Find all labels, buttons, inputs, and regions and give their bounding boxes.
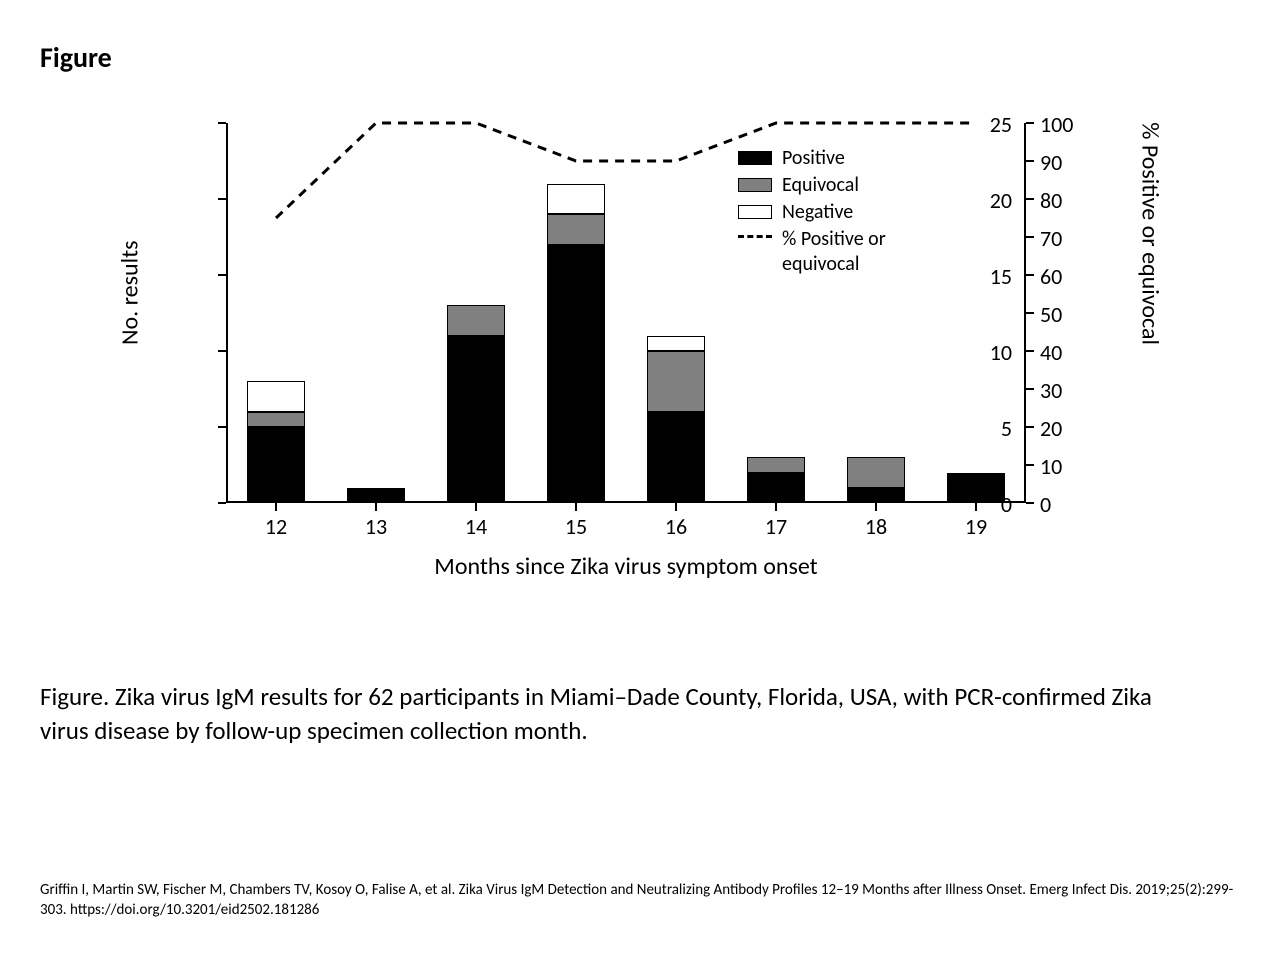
y2-tick	[1026, 502, 1034, 504]
x-tick	[375, 503, 377, 511]
page: Figure No. results % Positive or equivoc…	[0, 0, 1280, 960]
y-tick	[218, 426, 226, 428]
citation: Griffin I, Martin SW, Fischer M, Chamber…	[40, 881, 1240, 920]
y2-tick-label: 20	[1040, 415, 1062, 442]
y2-tick-label: 70	[1040, 225, 1062, 252]
x-tick-label: 13	[365, 513, 387, 540]
bar-seg-negative	[547, 184, 605, 214]
bar-seg-equivocal	[247, 412, 305, 427]
y2-tick-label: 0	[1040, 491, 1051, 518]
y2-tick-label: 80	[1040, 187, 1062, 214]
x-tick-label: 17	[765, 513, 787, 540]
y2-tick	[1026, 160, 1034, 162]
bar-seg-positive	[647, 412, 705, 503]
y2-tick	[1026, 198, 1034, 200]
y-axis-label: No. results	[116, 240, 145, 345]
y2-tick-label: 100	[1040, 111, 1073, 138]
x-tick	[775, 503, 777, 511]
x-tick	[575, 503, 577, 511]
plot-area: Positive Equivocal Negative % Positive o…	[226, 123, 1026, 503]
bar-seg-equivocal	[747, 457, 805, 472]
y2-tick	[1026, 388, 1034, 390]
x-axis	[226, 501, 1026, 503]
bar-seg-positive	[947, 473, 1005, 503]
bar-seg-positive	[847, 488, 905, 503]
bar-group	[347, 123, 405, 503]
x-tick-label: 18	[865, 513, 887, 540]
y-tick	[218, 122, 226, 124]
bar-group	[247, 123, 305, 503]
y2-tick	[1026, 350, 1034, 352]
y2-tick-label: 50	[1040, 301, 1062, 328]
bar-group	[547, 123, 605, 503]
x-tick-label: 12	[265, 513, 287, 540]
bar-seg-equivocal	[847, 457, 905, 487]
y2-tick	[1026, 312, 1034, 314]
y2-tick-label: 90	[1040, 149, 1062, 176]
y-tick	[218, 198, 226, 200]
y2-tick	[1026, 122, 1034, 124]
x-tick	[275, 503, 277, 511]
x-tick-label: 16	[665, 513, 687, 540]
x-tick	[975, 503, 977, 511]
y2-tick	[1026, 236, 1034, 238]
bar-seg-positive	[747, 473, 805, 503]
y2-tick-label: 40	[1040, 339, 1062, 366]
bar-group	[947, 123, 1005, 503]
figure-heading: Figure	[40, 40, 1240, 75]
x-tick	[475, 503, 477, 511]
bar-seg-equivocal	[447, 305, 505, 335]
bar-seg-positive	[347, 488, 405, 503]
chart: No. results % Positive or equivocal Posi…	[130, 105, 1130, 585]
x-tick	[675, 503, 677, 511]
y2-tick-label: 60	[1040, 263, 1062, 290]
x-axis-label: Months since Zika virus symptom onset	[434, 552, 817, 581]
y2-axis-label: % Positive or equivocal	[1136, 122, 1165, 345]
y2-tick-label: 30	[1040, 377, 1062, 404]
bar-seg-positive	[547, 245, 605, 503]
bar-seg-equivocal	[647, 351, 705, 412]
y2-tick	[1026, 426, 1034, 428]
bar-seg-equivocal	[547, 214, 605, 244]
trend-line	[226, 123, 1026, 503]
y-tick	[218, 274, 226, 276]
figure-caption: Figure. Zika virus IgM results for 62 pa…	[40, 680, 1200, 748]
bar-seg-positive	[447, 336, 505, 503]
bar-group	[447, 123, 505, 503]
y-axis	[226, 123, 228, 503]
y2-tick	[1026, 274, 1034, 276]
bar-group	[847, 123, 905, 503]
bar-seg-negative	[647, 336, 705, 351]
y2-tick	[1026, 464, 1034, 466]
bar-group	[747, 123, 805, 503]
x-tick-label: 15	[565, 513, 587, 540]
y-tick	[218, 502, 226, 504]
x-tick	[875, 503, 877, 511]
x-tick-label: 14	[465, 513, 487, 540]
bar-seg-positive	[247, 427, 305, 503]
bar-group	[647, 123, 705, 503]
y-tick	[218, 350, 226, 352]
y2-tick-label: 10	[1040, 453, 1062, 480]
x-tick-label: 19	[965, 513, 987, 540]
bar-seg-negative	[247, 381, 305, 411]
